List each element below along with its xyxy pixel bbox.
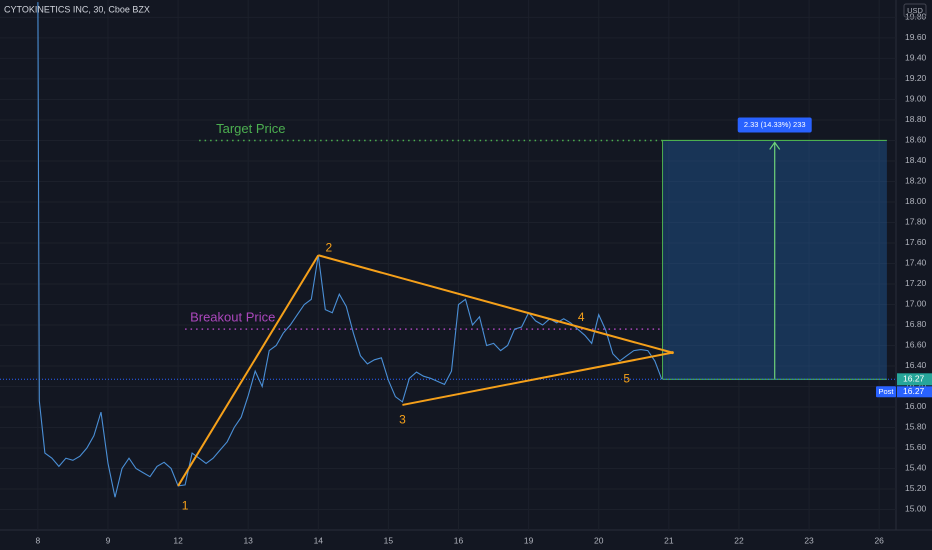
x-tick-label: 21 — [664, 535, 674, 545]
x-tick-label: 15 — [384, 535, 394, 545]
y-tick-label: 19.00 — [905, 94, 927, 104]
x-tick-label: 16 — [454, 535, 464, 545]
y-tick-label: 15.40 — [905, 463, 927, 473]
y-tick-label: 18.40 — [905, 155, 927, 165]
y-tick-label: 15.80 — [905, 422, 927, 432]
level-label: Target Price — [216, 121, 285, 136]
x-tick-label: 26 — [874, 535, 884, 545]
y-tick-label: 18.60 — [905, 135, 927, 145]
trendline — [177, 254, 320, 487]
post-price-tag — [897, 386, 932, 398]
trend-apex — [670, 351, 674, 355]
x-tick-label: 23 — [804, 535, 814, 545]
y-tick-label: 15.00 — [905, 504, 927, 514]
trendline — [318, 254, 673, 354]
x-tick-label: 9 — [106, 535, 111, 545]
y-tick-label: 16.00 — [905, 401, 927, 411]
trendline — [402, 351, 673, 406]
wave-label: 1 — [182, 499, 189, 513]
x-tick-label: 14 — [314, 535, 324, 545]
x-tick-label: 19 — [524, 535, 534, 545]
currency-box — [903, 3, 927, 18]
session-label: Post — [878, 387, 894, 396]
session-tag — [876, 386, 896, 398]
y-tick-label: 15.20 — [905, 483, 927, 493]
x-tick-label: 20 — [594, 535, 604, 545]
post-price-label: 16.27 — [903, 386, 925, 396]
wave-label: 5 — [623, 371, 630, 385]
y-tick-label: 19.60 — [905, 32, 927, 42]
last-price-tag — [897, 373, 932, 386]
move-label-box — [737, 117, 812, 133]
wave-label: 3 — [399, 412, 406, 426]
y-tick-label: 17.00 — [905, 299, 927, 309]
arrow-head — [769, 141, 781, 150]
wave-label: 2 — [325, 240, 332, 254]
y-tick-label: 18.80 — [905, 114, 927, 124]
x-tick-label: 8 — [35, 535, 40, 545]
wave-label: 4 — [578, 310, 585, 324]
move-label: 2.33 (14.33%) 233 — [744, 120, 806, 129]
price-line — [37, 2, 663, 498]
x-tick-label: 22 — [734, 535, 744, 545]
x-tick-label: 13 — [243, 535, 253, 545]
y-tick-label: 17.80 — [905, 217, 927, 227]
y-tick-label: 17.20 — [905, 278, 927, 288]
y-tick-label: 16.40 — [905, 360, 927, 370]
y-tick-label: 19.20 — [905, 73, 927, 83]
y-tick-label: 16.60 — [905, 340, 927, 350]
x-tick-label: 12 — [173, 535, 183, 545]
y-tick-label: 17.40 — [905, 258, 927, 268]
last-price-label: 16.27 — [903, 374, 925, 384]
y-tick-label: 19.40 — [905, 53, 927, 63]
y-tick-label: 16.80 — [905, 319, 927, 329]
y-tick-label: 18.20 — [905, 176, 927, 186]
chart-title: CYTOKINETICS INC, 30, Cboe BZX — [4, 4, 150, 14]
y-tick-label: 16.20 — [905, 381, 927, 391]
level-label: Breakout Price — [190, 310, 275, 325]
y-tick-label: 15.60 — [905, 442, 927, 452]
y-tick-label: 17.60 — [905, 237, 927, 247]
y-tick-label: 18.00 — [905, 196, 927, 206]
currency-label: USD — [907, 6, 923, 15]
